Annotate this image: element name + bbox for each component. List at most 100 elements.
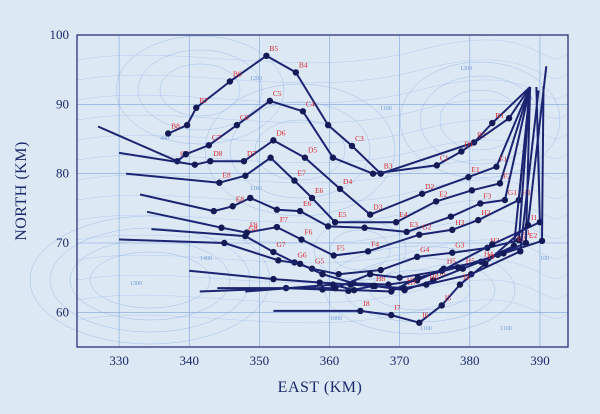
x-tick-label: 390 <box>530 353 550 368</box>
data-point <box>218 224 225 231</box>
contour-value-label: 1000 <box>330 316 342 322</box>
contour-line <box>76 299 569 324</box>
point-label: I1 <box>531 213 537 222</box>
data-point <box>331 219 339 226</box>
data-point <box>324 223 332 230</box>
contour-line <box>137 49 263 131</box>
data-point <box>438 302 445 309</box>
data-point <box>416 319 423 326</box>
data-point <box>414 274 422 281</box>
x-tick-label: 340 <box>179 353 199 368</box>
data-point <box>205 142 213 149</box>
point-label: H5 <box>447 257 456 266</box>
data-point <box>524 221 532 229</box>
data-point <box>308 194 316 202</box>
data-point <box>273 206 281 213</box>
data-point <box>292 69 300 76</box>
point-label: H7 <box>408 278 417 287</box>
point-label: I4 <box>463 273 469 282</box>
data-point <box>458 148 465 155</box>
data-point <box>369 170 377 177</box>
point-label: B4 <box>299 60 308 69</box>
point-label: B6 <box>233 69 242 78</box>
contour-line <box>76 279 569 304</box>
point-label: E7 <box>297 169 306 178</box>
data-point <box>477 200 484 207</box>
data-point <box>240 157 248 165</box>
x-tick-label: 380 <box>460 353 480 368</box>
contour-line <box>49 227 251 333</box>
y-tick-label: 70 <box>56 235 69 250</box>
point-label: I8 <box>363 299 369 308</box>
point-label: D8 <box>213 149 222 158</box>
data-point <box>361 224 368 231</box>
point-label: C3 <box>355 134 364 143</box>
data-point <box>267 154 274 161</box>
data-point <box>482 260 489 267</box>
data-point <box>392 219 400 226</box>
contour-value-label: 1300 <box>130 281 142 287</box>
point-label: D3 <box>373 203 382 212</box>
contour-value-label: 1100 <box>380 106 392 112</box>
series-line <box>146 86 532 257</box>
contour-line <box>76 99 569 124</box>
contour-line <box>159 63 241 117</box>
data-point <box>182 151 189 158</box>
data-point <box>449 249 456 256</box>
data-point <box>433 162 441 169</box>
contour-line <box>313 219 407 281</box>
y-tick-label: 60 <box>56 304 69 319</box>
data-point <box>388 288 395 295</box>
data-point <box>330 252 337 259</box>
point-label: I6 <box>422 311 428 320</box>
point-label: C5 <box>273 89 282 98</box>
data-point <box>465 173 472 181</box>
point-label: G2 <box>422 223 431 232</box>
data-point <box>489 119 496 127</box>
data-point <box>275 257 282 264</box>
point-label: D6 <box>276 128 285 137</box>
data-point <box>296 260 304 267</box>
point-label: H3 <box>490 236 499 245</box>
data-point <box>270 275 277 283</box>
data-point <box>447 213 455 220</box>
contour-line <box>76 239 569 264</box>
point-label: F3 <box>483 191 491 200</box>
contour-value-label: 100 <box>540 256 549 262</box>
data-point <box>291 177 298 184</box>
data-point <box>266 97 274 105</box>
y-tick-label: 90 <box>56 96 69 111</box>
contour-value-label: 1200 <box>250 76 262 82</box>
data-point <box>329 281 337 288</box>
point-label: H2 <box>481 208 490 217</box>
y-tick-label: 80 <box>56 166 69 181</box>
point-label: E3 <box>410 220 419 229</box>
data-point <box>335 271 342 278</box>
data-point <box>273 223 281 231</box>
data-point <box>324 121 332 129</box>
point-label: F4 <box>371 239 379 248</box>
data-point <box>336 185 344 193</box>
contour-line <box>76 79 569 104</box>
point-label: B5 <box>269 44 278 53</box>
point-label: G7 <box>276 240 285 249</box>
data-point <box>500 250 507 257</box>
data-point <box>501 196 509 204</box>
data-point <box>496 180 504 187</box>
point-label: B8 <box>171 121 180 130</box>
data-point <box>316 279 323 286</box>
plot-frame <box>76 34 569 348</box>
data-point <box>449 226 456 234</box>
x-tick-label: 350 <box>250 353 270 368</box>
data-point <box>164 130 172 137</box>
y-axis-label: NORTH (KM) <box>13 141 30 241</box>
x-tick-label: 370 <box>390 353 410 368</box>
data-point <box>226 78 234 85</box>
data-point <box>475 216 482 224</box>
contour-value-label: 1100 <box>250 186 262 192</box>
point-label: H4 <box>484 250 493 259</box>
data-point <box>423 281 430 288</box>
contour-value-label: 1100 <box>420 326 432 332</box>
point-label: I7 <box>394 303 400 312</box>
